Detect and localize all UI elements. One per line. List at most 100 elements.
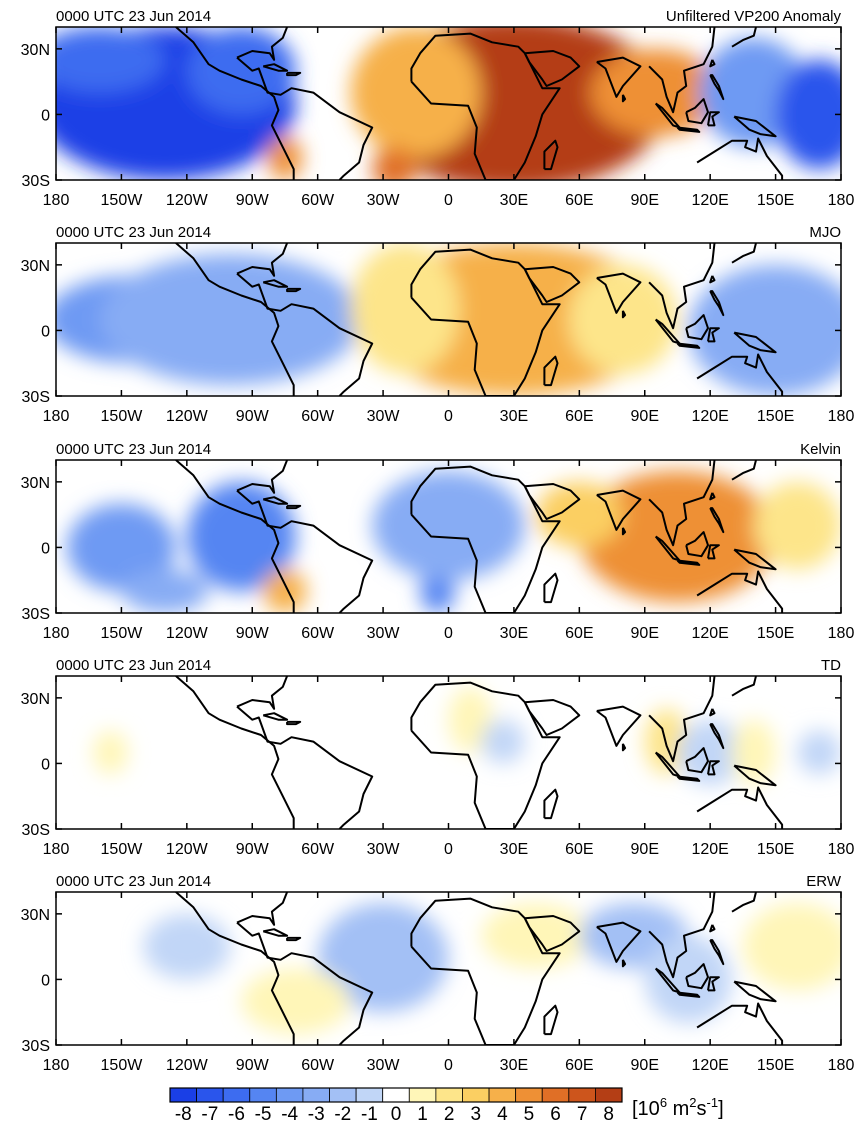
panel-2: 0000 UTC 23 Jun 2014 MJO 30N 0 30S 180 150W 120… (21, 224, 855, 425)
colorbar-swatch (568, 1087, 596, 1103)
coastline (236, 272, 374, 396)
anomaly-region (731, 719, 776, 786)
coastline (685, 531, 709, 558)
anomaly-region (143, 913, 231, 980)
colorbar-label: 2 (444, 1104, 455, 1125)
lon-tick-label: 30E (500, 625, 528, 642)
lon-tick-label: 120E (691, 1057, 728, 1074)
lat-tick-label: 30N (21, 258, 50, 275)
lon-tick-label: 180 (828, 192, 855, 209)
coastline (410, 465, 561, 613)
lon-tick-label: 90W (236, 408, 270, 425)
panel-field-title: ERW (806, 873, 842, 890)
lon-tick-label: 180 (828, 841, 855, 858)
coastline (685, 963, 709, 990)
panel-date-title: 0000 UTC 23 Jun 2014 (56, 224, 211, 241)
lon-tick-label: 180 (828, 408, 855, 425)
colorbar-label: -6 (228, 1104, 245, 1125)
coastline (410, 897, 561, 1045)
colorbar-label: 0 (391, 1104, 402, 1125)
coastline (523, 699, 581, 736)
colorbar: -8 -7 -6 -5 -4 -3 -2 -1 0 1 2 3 4 5 6 7 8 [106 m2s-1] (169, 1087, 724, 1125)
lon-tick-label: 150W (101, 192, 144, 209)
coastline (648, 460, 716, 547)
map-area (55, 675, 842, 830)
colorbar-swatch (169, 1087, 197, 1103)
colorbar-label: -7 (201, 1104, 218, 1125)
colorbar-label: 8 (603, 1104, 614, 1125)
lon-tick-label: 0 (444, 1057, 453, 1074)
coastline (733, 115, 777, 138)
coastlines (175, 892, 784, 1045)
colorbar-units: [106 m2s-1] (632, 1095, 724, 1120)
coastline (236, 56, 374, 180)
colorbar-label: 4 (497, 1104, 508, 1125)
anomaly-region (350, 243, 460, 375)
lon-tick-label: 90W (236, 192, 270, 209)
lon-tick-label: 150E (757, 1057, 794, 1074)
coastline (709, 74, 725, 101)
anomaly-region (350, 27, 482, 159)
anomaly-region (797, 730, 841, 775)
coastline (523, 50, 581, 87)
lat-tick-label: 0 (41, 756, 50, 773)
lat-tick-label: 0 (41, 540, 50, 557)
anomaly-region (644, 708, 689, 775)
lat-tick-label: 30S (22, 606, 50, 623)
coastline (236, 921, 374, 1045)
lon-tick-label: 30E (500, 408, 528, 425)
lon-tick-label: 120W (166, 841, 209, 858)
lon-tick-label: 30E (500, 841, 528, 858)
coastlines (175, 27, 784, 180)
lon-tick-label: 120E (691, 841, 728, 858)
coastline (685, 98, 709, 125)
coastline (709, 507, 725, 534)
panel-date-title: 0000 UTC 23 Jun 2014 (56, 657, 211, 674)
coastline (709, 290, 725, 317)
coastline (543, 572, 559, 604)
lon-tick-label: 30W (367, 1057, 401, 1074)
coastline (596, 705, 642, 747)
colorbar-swatch (541, 1087, 570, 1103)
coastline (676, 126, 701, 133)
colorbar-label: 3 (470, 1104, 481, 1125)
lon-tick-label: 120E (691, 408, 728, 425)
coastline (731, 460, 757, 481)
lat-tick-label: 30N (21, 907, 50, 924)
lon-tick-label: 30E (500, 192, 528, 209)
coastline (236, 243, 289, 277)
coastline (709, 723, 725, 750)
map-area (55, 459, 842, 614)
anomaly-region (267, 136, 303, 180)
lon-tick-label: 180 (43, 841, 70, 858)
anomaly-region (579, 470, 776, 603)
coastline (523, 266, 581, 303)
coastline (543, 355, 559, 387)
coastline (596, 921, 642, 963)
colorbar-swatch (196, 1087, 224, 1103)
coastline (709, 708, 716, 717)
coastline (696, 353, 784, 396)
colorbar-swatch (249, 1087, 277, 1103)
panel-4: 0000 UTC 23 Jun 2014 TD 30N 0 30S 180 150W 120W… (21, 657, 855, 858)
coastline (676, 991, 701, 998)
colorbar-swatch (382, 1087, 410, 1103)
anomaly-region (448, 686, 493, 753)
panel-field-title: MJO (809, 224, 841, 241)
lat-tick-label: 30S (22, 173, 50, 190)
lon-tick-label: 150W (101, 1057, 144, 1074)
coastline (410, 248, 561, 396)
anomaly-region (775, 59, 841, 170)
lon-tick-label: 90E (631, 192, 659, 209)
coastline (621, 959, 627, 968)
anomaly-region (742, 902, 841, 991)
lat-tick-label: 30S (22, 822, 50, 839)
panel-5: 0000 UTC 23 Jun 2014 ERW 30N 0 30S 180 150W 120… (21, 873, 855, 1074)
coastline (707, 327, 720, 343)
colorbar-label: -5 (255, 1104, 272, 1125)
anomaly-region (66, 503, 176, 592)
coastline (596, 272, 642, 314)
lon-tick-label: 120W (166, 625, 209, 642)
lon-tick-label: 90E (631, 408, 659, 425)
anomaly-region (420, 569, 456, 613)
